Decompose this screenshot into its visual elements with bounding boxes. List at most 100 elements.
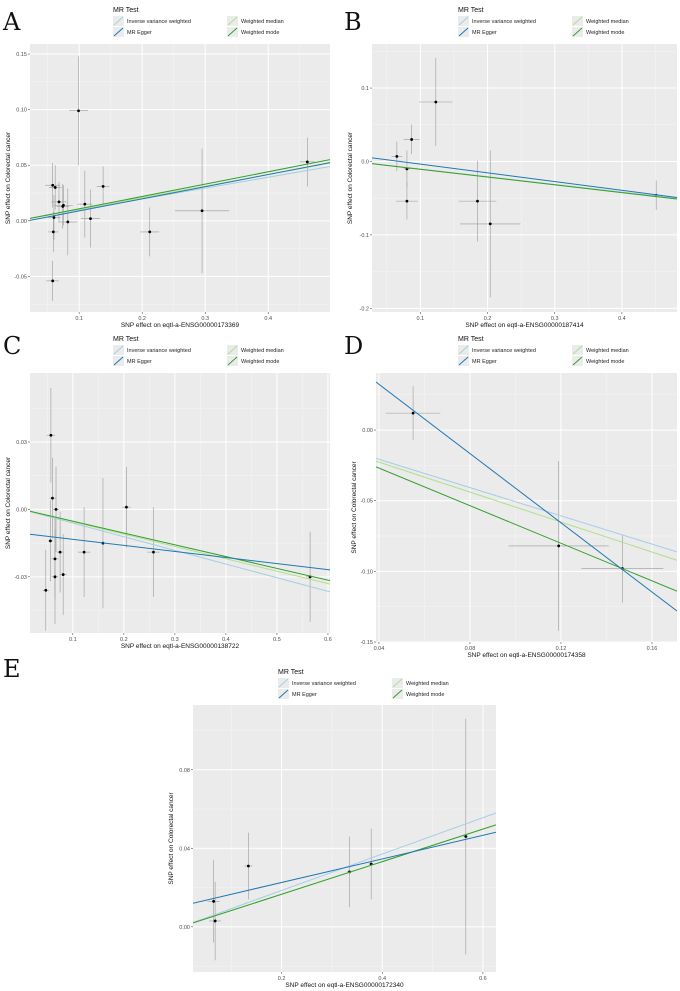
legend-key-line	[572, 356, 583, 366]
x-tick-label: 0.5	[273, 637, 281, 643]
y-tick-label: 0.0	[361, 159, 369, 165]
panel-b: B 0.1 0.2 0.3 0.4 -0.2 -0.1 0.0 0.1 SNP effect on…	[344, 7, 677, 329]
y-axis-title: SNP effect on Colorectal cancer	[5, 131, 12, 224]
snp-point	[305, 160, 309, 164]
snp-point	[410, 138, 414, 141]
mr-line-mr-egger	[372, 157, 677, 198]
mr-lines	[30, 510, 330, 593]
legend-item: Inverse variance weighted	[458, 16, 536, 26]
mr-line-inverse-variance-weighted	[30, 166, 330, 219]
legend-title: MR Test	[113, 336, 139, 343]
x-axis-title: SNP effect on eqtl-a-ENSG00000174358	[467, 652, 586, 659]
data-points	[207, 718, 469, 961]
y-tick-label: -0.10	[360, 569, 373, 575]
legend-label: Weighted mode	[241, 30, 279, 36]
x-tick-label: 0.2	[278, 976, 286, 982]
x-tick-label: 0.3	[171, 637, 179, 643]
snp-point	[53, 557, 57, 561]
snp-point	[51, 279, 55, 283]
legend-key-line	[227, 27, 238, 37]
legend-label: MR Egger	[472, 30, 497, 36]
x-tick-label: 0.6	[479, 976, 487, 982]
y-tick-label: 0.05	[16, 163, 27, 169]
x-tick-label: 0.16	[647, 646, 658, 652]
snp-point	[51, 183, 55, 187]
legend-label: Weighted median	[241, 19, 284, 25]
legend-item: Inverse variance weighted	[458, 345, 536, 355]
x-tick-label: 0.3	[201, 316, 209, 322]
x-tick-label: 0.4	[264, 316, 272, 322]
legend-key-line	[113, 16, 124, 26]
x-tick-label: 0.3	[551, 316, 559, 322]
y-tick-label: -0.05	[360, 499, 373, 505]
snp-point	[66, 220, 70, 224]
legend-key-line	[278, 689, 289, 699]
legend-item: Inverse variance weighted	[113, 16, 191, 26]
panel-c: C 0.1 0.2 0.3 0.4 0.5 0.6 -0.03 0.00 0.03 SNP effe…	[3, 332, 332, 650]
snp-point	[53, 575, 57, 579]
mr-lines	[372, 157, 677, 200]
mr-line-mr-egger	[30, 533, 330, 571]
legend: MR Test Inverse variance weighted MR Egger…	[278, 669, 449, 699]
legend-key-line	[458, 16, 469, 26]
data-points	[42, 388, 315, 631]
legend-item: MR Egger	[113, 356, 152, 366]
legend-label: Weighted mode	[586, 30, 624, 36]
legend-key-line	[392, 689, 403, 699]
snp-point	[54, 508, 58, 511]
mr-line-weighted-mode	[376, 466, 677, 592]
x-tick-label: 0.6	[324, 637, 332, 643]
x-axis-title: SNP effect on eqtl-a-ENSG00000138722	[121, 643, 240, 650]
legend-item: Weighted mode	[572, 356, 624, 366]
mr-line-weighted-mode	[193, 824, 496, 924]
x-tick-label: 0.2	[120, 637, 128, 643]
legend-title: MR Test	[458, 7, 484, 14]
panel-a: A 0.1 0.2 0.3 0.4 -0.05 0.00 0.05 0.10 0.15 SNP ef…	[2, 7, 330, 329]
legend-key-line	[572, 345, 583, 355]
legend-key-line	[572, 27, 583, 37]
legend-title: MR Test	[458, 336, 484, 343]
y-tick-label: 0.08	[179, 768, 190, 774]
snp-point	[488, 222, 492, 226]
panel-letter: B	[344, 8, 362, 36]
legend-item: Weighted median	[227, 345, 284, 355]
snp-point	[57, 200, 61, 204]
snp-point	[152, 550, 155, 554]
snp-point	[434, 100, 438, 104]
snp-point	[405, 199, 409, 203]
y-tick-label: -0.1	[360, 233, 369, 239]
legend-item: Weighted mode	[572, 27, 624, 37]
panel-letter: E	[3, 655, 21, 683]
data-points	[45, 56, 315, 301]
mr-line-weighted-median	[376, 460, 677, 561]
gridlines	[372, 44, 677, 312]
legend-key-line	[227, 356, 238, 366]
legend-key-line	[458, 345, 469, 355]
snp-point	[44, 588, 48, 592]
legend-item: MR Egger	[113, 27, 152, 37]
panel-letter: C	[3, 332, 21, 360]
legend-item: Weighted median	[227, 16, 284, 26]
legend-key-line	[572, 16, 583, 26]
panel-letter: D	[344, 332, 363, 360]
snp-point	[148, 230, 152, 234]
y-tick-label: -0.05	[14, 274, 27, 280]
x-tick-label: 0.1	[69, 637, 77, 643]
legend-key-line	[227, 345, 238, 355]
legend-label: Weighted median	[406, 681, 449, 687]
legend-item: Weighted mode	[227, 27, 279, 37]
snp-point	[52, 216, 56, 219]
snp-point	[62, 203, 65, 207]
x-tick-label: 0.04	[374, 646, 385, 652]
mr-line-mr-egger	[30, 162, 330, 221]
snp-point	[53, 186, 57, 189]
mr-line-inverse-variance-weighted	[376, 457, 677, 553]
legend-item: MR Egger	[458, 27, 497, 37]
gridlines	[30, 373, 330, 633]
legend-label: Weighted mode	[586, 359, 624, 365]
y-axis-title: SNP effect on Colorectal cancer	[347, 131, 354, 224]
mr-lines	[376, 381, 677, 612]
x-axis-title: SNP effect on eqtl-a-ENSG00000172340	[285, 982, 404, 989]
legend-item: MR Egger	[278, 689, 317, 699]
legend-label: MR Egger	[127, 30, 152, 36]
